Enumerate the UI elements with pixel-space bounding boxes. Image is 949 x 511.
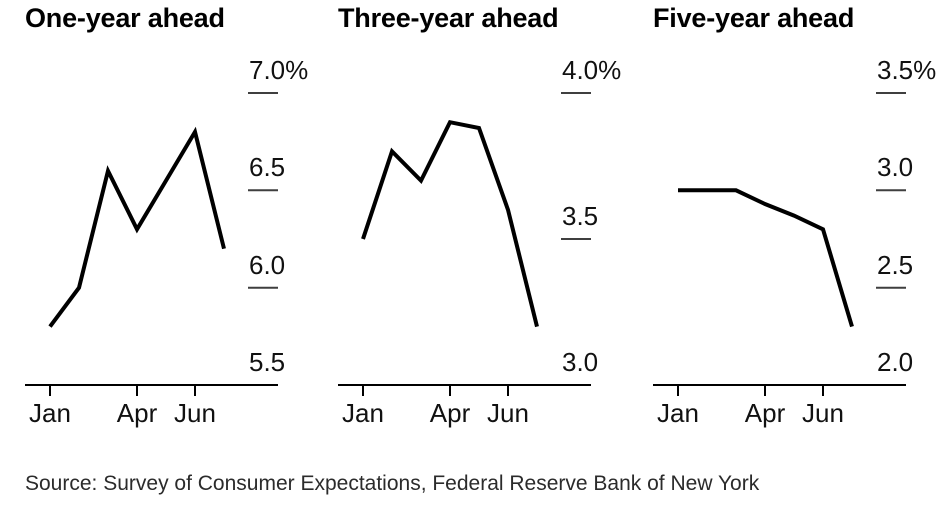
y-axis-label: 3.0 bbox=[562, 347, 599, 377]
y-axis-label: 2.5 bbox=[877, 249, 914, 280]
x-axis-label: Jun bbox=[487, 398, 529, 428]
y-axis-label: 2.0 bbox=[877, 347, 914, 377]
data-series-line bbox=[361, 119, 539, 328]
panel-title: Five-year ahead bbox=[653, 3, 855, 33]
y-axis-label: 6.0 bbox=[249, 249, 286, 280]
x-axis-label: Jan bbox=[29, 398, 71, 428]
panel-three-year-ahead: Three-year ahead Jan Apr Jun 4.0% 3.5 3.0 bbox=[338, 0, 638, 440]
y-axis-label: 3.5 bbox=[562, 201, 599, 231]
x-axis-label: Jun bbox=[802, 398, 844, 428]
x-axis-label: Apr bbox=[429, 398, 471, 428]
y-axis-label: 6.5 bbox=[249, 152, 286, 183]
line-chart bbox=[653, 92, 906, 396]
panel-five-year-ahead: Five-year ahead Jan Apr Jun 3.5% 3.0 2.5 2.0 bbox=[653, 0, 949, 440]
panel-title: Three-year ahead bbox=[338, 3, 559, 33]
y-axis-label: 3.0 bbox=[877, 152, 914, 183]
source-note: Source: Survey of Consumer Expectations,… bbox=[25, 472, 760, 495]
data-series-line bbox=[678, 188, 854, 328]
y-axis-label: 7.0% bbox=[249, 55, 309, 85]
x-axis-label: Jun bbox=[174, 398, 216, 428]
line-chart bbox=[338, 92, 591, 396]
y-axis-label: 5.5 bbox=[249, 347, 286, 377]
x-axis-label: Jan bbox=[342, 398, 384, 428]
x-axis-label: Jan bbox=[657, 398, 699, 428]
x-axis-label: Apr bbox=[116, 398, 158, 428]
y-axis-label: 4.0% bbox=[562, 55, 622, 85]
panel-one-year-ahead: One-year ahead Jan Apr Jun 7.0% 6.5 6.0 5.5 bbox=[25, 0, 325, 440]
line-chart bbox=[25, 92, 278, 396]
x-axis-label: Apr bbox=[744, 398, 786, 428]
y-axis-label: 3.5% bbox=[877, 55, 937, 85]
panel-title: One-year ahead bbox=[25, 3, 225, 33]
data-series-line bbox=[48, 126, 226, 328]
